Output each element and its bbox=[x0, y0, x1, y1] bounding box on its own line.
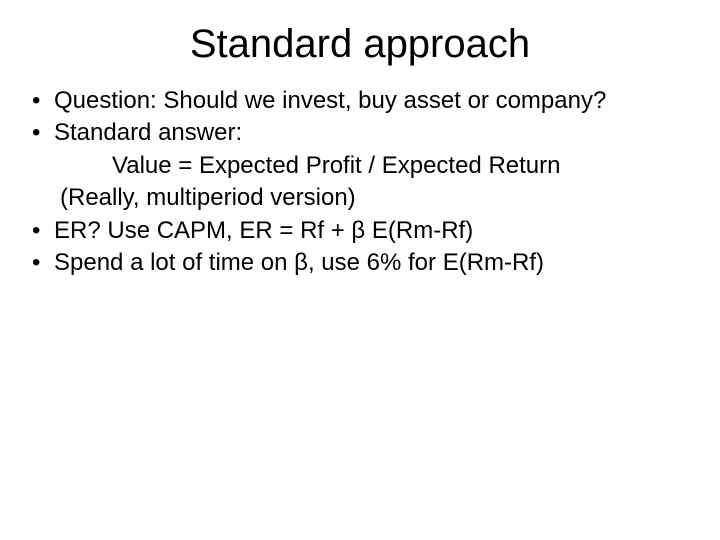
bullet-text: Spend a lot of time on β, use 6% for E(R… bbox=[54, 247, 700, 279]
indented-line: (Really, multiperiod version) bbox=[30, 182, 700, 214]
bullet-dot-icon: • bbox=[30, 247, 54, 279]
bullet-item: • Standard answer: bbox=[30, 117, 700, 149]
slide-title: Standard approach bbox=[0, 0, 720, 85]
bullet-text: ER? Use CAPM, ER = Rf + β E(Rm-Rf) bbox=[54, 215, 700, 247]
bullet-text: Standard answer: bbox=[54, 117, 700, 149]
bullet-dot-icon: • bbox=[30, 215, 54, 247]
bullet-item: • Spend a lot of time on β, use 6% for E… bbox=[30, 247, 700, 279]
bullet-item: • ER? Use CAPM, ER = Rf + β E(Rm-Rf) bbox=[30, 215, 700, 247]
slide-body: • Question: Should we invest, buy asset … bbox=[0, 85, 720, 279]
indented-line: Value = Expected Profit / Expected Retur… bbox=[30, 150, 700, 182]
bullet-dot-icon: • bbox=[30, 117, 54, 149]
bullet-dot-icon: • bbox=[30, 85, 54, 117]
bullet-text: Question: Should we invest, buy asset or… bbox=[54, 85, 700, 117]
slide: Standard approach • Question: Should we … bbox=[0, 0, 720, 540]
bullet-item: • Question: Should we invest, buy asset … bbox=[30, 85, 700, 117]
